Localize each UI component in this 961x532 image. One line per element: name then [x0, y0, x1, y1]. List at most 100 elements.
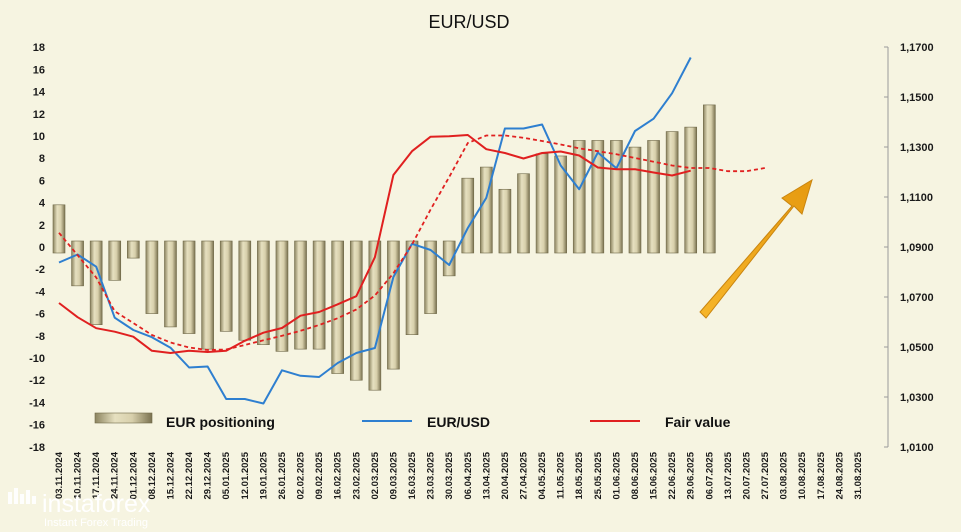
left-tick-label: -16: [29, 420, 45, 432]
positioning-bar: [238, 240, 252, 341]
positioning-bar: [442, 240, 456, 277]
left-tick-label: -2: [35, 264, 45, 276]
x-tick-label: 27.04.2025: [519, 451, 530, 499]
chart-title: EUR/USD: [428, 12, 509, 32]
fair-value-line: [58, 134, 691, 354]
x-tick-label: 06.04.2025: [463, 451, 474, 499]
x-tick-label: 09.02.2025: [314, 451, 325, 499]
x-tick-label: 06.07.2025: [704, 451, 715, 499]
positioning-bar: [461, 177, 475, 254]
brand-logo-icon: [8, 488, 36, 504]
legend-swatch-eur-positioning: [94, 412, 153, 424]
left-tick-label: 18: [33, 42, 45, 54]
positioning-bar: [201, 240, 214, 350]
left-tick-label: -14: [29, 397, 46, 409]
positioning-bar: [145, 240, 159, 314]
right-tick-label: 1,0100: [900, 442, 934, 454]
x-tick-label: 16.02.2025: [333, 451, 344, 499]
x-tick-label: 23.02.2025: [351, 451, 362, 499]
positioning-bar: [368, 240, 382, 391]
x-tick-label: 30.03.2025: [444, 451, 455, 499]
left-tick-label: -4: [35, 286, 46, 298]
x-tick-label: 20.07.2025: [741, 451, 752, 499]
left-tick-label: 14: [33, 87, 46, 99]
x-tick-label: 02.03.2025: [370, 451, 381, 499]
positioning-bar: [349, 240, 363, 381]
x-tick-label: 17.08.2025: [816, 451, 827, 499]
positioning-bar: [628, 146, 642, 254]
eur-usd-line: [58, 57, 692, 405]
x-tick-label: 05.01.2025: [221, 451, 232, 499]
right-tick-label: 1,0300: [900, 392, 934, 404]
x-tick-label: 24.08.2025: [834, 451, 845, 499]
x-tick-label: 22.12.2024: [184, 451, 195, 499]
trend-arrow: [699, 178, 813, 319]
right-tick-label: 1,0900: [900, 242, 934, 254]
x-tick-label: 10.11.2024: [73, 451, 84, 499]
x-tick-label: 09.03.2025: [388, 451, 399, 499]
positioning-bar: [387, 240, 400, 370]
positioning-bar: [498, 188, 512, 254]
left-tick-label: 8: [39, 153, 45, 165]
x-tick-label: 24.11.2024: [110, 451, 121, 499]
x-tick-label: 27.07.2025: [760, 451, 771, 499]
left-tick-label: 6: [39, 175, 45, 187]
left-tick-label: -8: [35, 331, 45, 343]
positioning-bar: [275, 240, 289, 352]
x-tick-label: 02.02.2025: [296, 451, 307, 499]
x-tick-label: 01.06.2025: [611, 451, 622, 499]
x-tick-label: 01.12.2024: [128, 451, 139, 499]
right-tick-label: 1,0500: [900, 342, 934, 354]
x-tick-label: 23.03.2025: [426, 451, 437, 499]
x-tick-label: 03.08.2025: [779, 451, 790, 499]
left-tick-label: -6: [35, 309, 45, 321]
positioning-bar: [665, 131, 679, 254]
x-tick-label: 29.12.2024: [203, 451, 214, 499]
right-tick-label: 1,1300: [900, 142, 934, 154]
x-tick-label: 15.12.2024: [165, 451, 176, 499]
x-tick-label: 12.01.2025: [240, 451, 251, 499]
x-axis: 03.11.2024 10.11.2024 17.11.2024 24.11.2024…: [54, 451, 864, 499]
x-tick-label: 26.01.2025: [277, 451, 288, 499]
brand-name: instaforex: [42, 490, 151, 518]
legend-label-fair-value: Fair value: [665, 414, 731, 430]
left-tick-label: 12: [33, 109, 45, 121]
x-tick-label: 17.11.2024: [91, 451, 102, 499]
positioning-bar: [517, 173, 530, 254]
brand-tagline: Instant Forex Trading: [44, 517, 148, 529]
x-tick-label: 19.01.2025: [258, 451, 269, 499]
positioning-bar: [424, 240, 437, 314]
x-tick-label: 31.08.2025: [853, 451, 864, 499]
x-tick-label: 18.05.2025: [574, 451, 585, 499]
positioning-bar: [219, 240, 233, 332]
legend: EUR positioning EUR/USD Fair value: [94, 412, 731, 430]
positioning-bar: [127, 240, 140, 259]
left-tick-label: -18: [29, 442, 45, 454]
x-tick-label: 13.07.2025: [723, 451, 734, 499]
left-tick-label: 2: [39, 220, 45, 232]
x-tick-label: 29.06.2025: [686, 451, 697, 499]
left-tick-label: 4: [39, 198, 46, 210]
x-tick-label: 08.06.2025: [630, 451, 641, 499]
legend-label-eur-usd: EUR/USD: [427, 414, 490, 430]
positioning-bar: [164, 240, 177, 328]
x-tick-label: 20.04.2025: [500, 451, 511, 499]
positioning-bar: [647, 140, 660, 254]
left-tick-label: 16: [33, 64, 45, 76]
left-y-axis: 18 16 14 12 10 8 6 4 2 0 -2 -4 -6 -8 -10 -12 -14 -16 -18: [29, 42, 46, 454]
positioning-bar: [312, 240, 326, 350]
x-tick-label: 04.05.2025: [537, 451, 548, 499]
positioning-bar: [405, 240, 419, 335]
plot-area: [52, 57, 766, 405]
positioning-bar: [257, 240, 270, 345]
brand-watermark: instaforex Instant Forex Trading: [8, 488, 151, 529]
positioning-bar: [535, 153, 549, 254]
right-tick-label: 1,1700: [900, 42, 934, 54]
x-tick-label: 16.03.2025: [407, 451, 418, 499]
left-tick-label: 0: [39, 242, 45, 254]
positioning-bar: [182, 240, 196, 334]
x-tick-label: 22.06.2025: [667, 451, 678, 499]
left-tick-label: 10: [33, 131, 45, 143]
positioning-bar: [71, 240, 84, 287]
